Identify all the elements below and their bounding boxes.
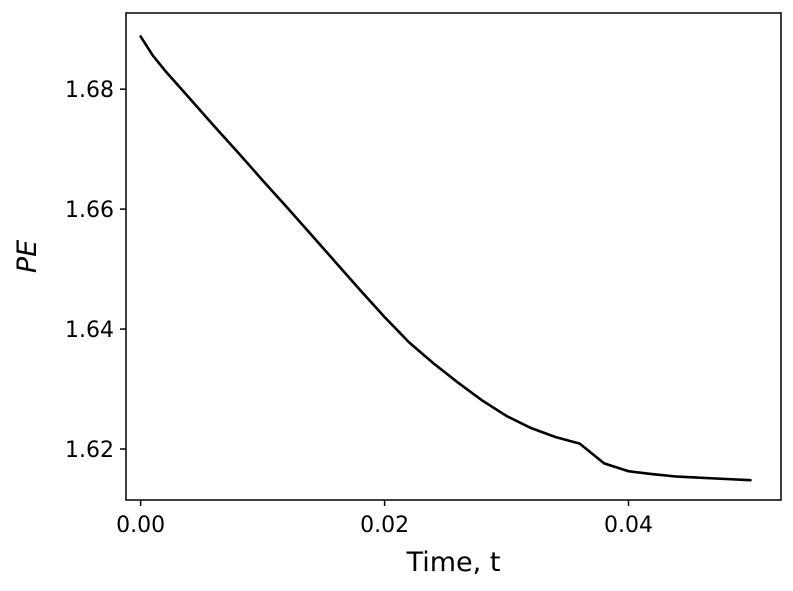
axes: 0.00 0.02 0.04 1.62 1.64 1.66 1.68 [65,12,782,538]
x-tick-label: 0.02 [360,513,409,538]
y-axis-label: PE [12,240,43,273]
plot-area [139,35,752,482]
y-tick-label: 1.64 [65,318,114,343]
x-axis-label: Time, t [406,547,501,578]
y-tick-label: 1.68 [65,78,114,103]
x-tick-label: 0.04 [604,513,653,538]
axes-frame [125,12,782,501]
x-tick-label: 0.00 [116,513,165,538]
series-line-1 [139,35,752,482]
y-tick-label: 1.66 [65,198,114,223]
y-tick-label: 1.62 [65,438,114,463]
